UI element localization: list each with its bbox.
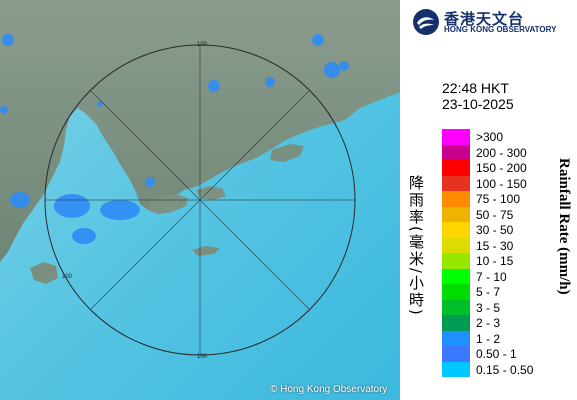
legend-row: 75 - 100: [442, 191, 572, 207]
legend-swatch: [442, 315, 470, 331]
legend-label: 0.50 - 1: [476, 347, 517, 361]
legend-swatch: [442, 253, 470, 269]
legend-swatch: [442, 268, 470, 284]
legend-label: 50 - 75: [476, 207, 514, 222]
legend-swatch: [442, 284, 470, 300]
south-islands: [192, 246, 220, 256]
legend-swatch: [442, 144, 470, 160]
legend-label: 100 - 150: [476, 176, 527, 191]
legend-row: 7 - 10: [442, 268, 572, 284]
range-label-south: 100: [197, 354, 208, 360]
logo-chinese-name: 香港天文台: [444, 11, 525, 28]
logo-english-name: HONG KONG OBSERVATORY: [444, 25, 557, 34]
legend-row: 2 - 3: [442, 315, 572, 331]
lantau-island: [148, 194, 188, 214]
legend-row: 1 - 2: [442, 330, 572, 346]
legend-row: 3 - 5: [442, 299, 572, 315]
rainfall-legend: >300 200 - 300 150 - 200 100 - 150 75 - 100 5…: [442, 129, 572, 377]
radar-date: 23-10-2025: [442, 96, 514, 112]
legend-label: 7 - 10: [476, 269, 507, 284]
legend-label: 150 - 200: [476, 161, 527, 175]
legend-row: 50 - 75: [442, 206, 572, 222]
legend-row: 5 - 7: [442, 284, 572, 300]
radar-map-canvas: 100 100 100: [0, 0, 400, 400]
legend-row: 10 - 15: [442, 253, 572, 269]
legend-label: 3 - 5: [476, 300, 501, 315]
legend-row: 0.15 - 0.50: [442, 361, 572, 377]
legend-row: >300: [442, 129, 572, 145]
radar-time: 22:48 HKT: [442, 80, 509, 96]
legend-row: 200 - 300: [442, 144, 572, 160]
legend-row: 150 - 200: [442, 160, 572, 176]
legend-label: 2 - 3: [476, 316, 501, 330]
legend-title-chinese: 降雨率(毫米/小時): [407, 175, 425, 317]
legend-label: 75 - 100: [476, 192, 521, 206]
legend-swatch: [442, 237, 470, 253]
legend-swatch: [442, 361, 470, 377]
legend-row: 15 - 30: [442, 237, 572, 253]
legend-swatch: [442, 330, 470, 346]
range-ring-labels: 100 100 100: [62, 42, 208, 360]
legend-swatch: [442, 160, 470, 176]
legend-label: 200 - 300: [476, 145, 527, 160]
legend-title-english: Rainfall Rate (mm/h): [556, 158, 572, 295]
radar-map: 100 100 100 © Hong Kong Observatory: [0, 0, 400, 400]
range-label-west: 100: [62, 274, 73, 280]
hko-logo: 香港天文台 HONG KONG OBSERVATORY: [412, 8, 577, 38]
legend-swatch: [442, 191, 470, 207]
legend-row: 100 - 150: [442, 175, 572, 191]
legend-row: 0.50 - 1: [442, 346, 572, 362]
legend-label: 5 - 7: [476, 285, 501, 299]
legend-label: 15 - 30: [476, 238, 514, 253]
legend-swatch: [442, 346, 470, 362]
hko-logo-icon: [413, 9, 439, 35]
legend-swatch: [442, 206, 470, 222]
legend-label: 0.15 - 0.50: [476, 362, 534, 377]
info-panel: 香港天文台 HONG KONG OBSERVATORY 22:48 HKT 23…: [400, 0, 577, 400]
legend-swatch: [442, 175, 470, 191]
east-coast-land: [270, 144, 304, 162]
legend-swatch: [442, 299, 470, 315]
legend-swatch: [442, 129, 470, 145]
range-spokes: [45, 45, 355, 355]
legend-label: >300: [476, 130, 504, 144]
legend-label: 10 - 15: [476, 254, 514, 268]
legend-row: 30 - 50: [442, 222, 572, 238]
legend-swatch: [442, 222, 470, 238]
west-coast-land: [30, 262, 58, 284]
legend-label: 30 - 50: [476, 223, 514, 237]
copyright-text: © Hong Kong Observatory: [270, 384, 388, 395]
legend-label: 1 - 2: [476, 331, 501, 346]
range-label-north: 100: [197, 42, 208, 48]
